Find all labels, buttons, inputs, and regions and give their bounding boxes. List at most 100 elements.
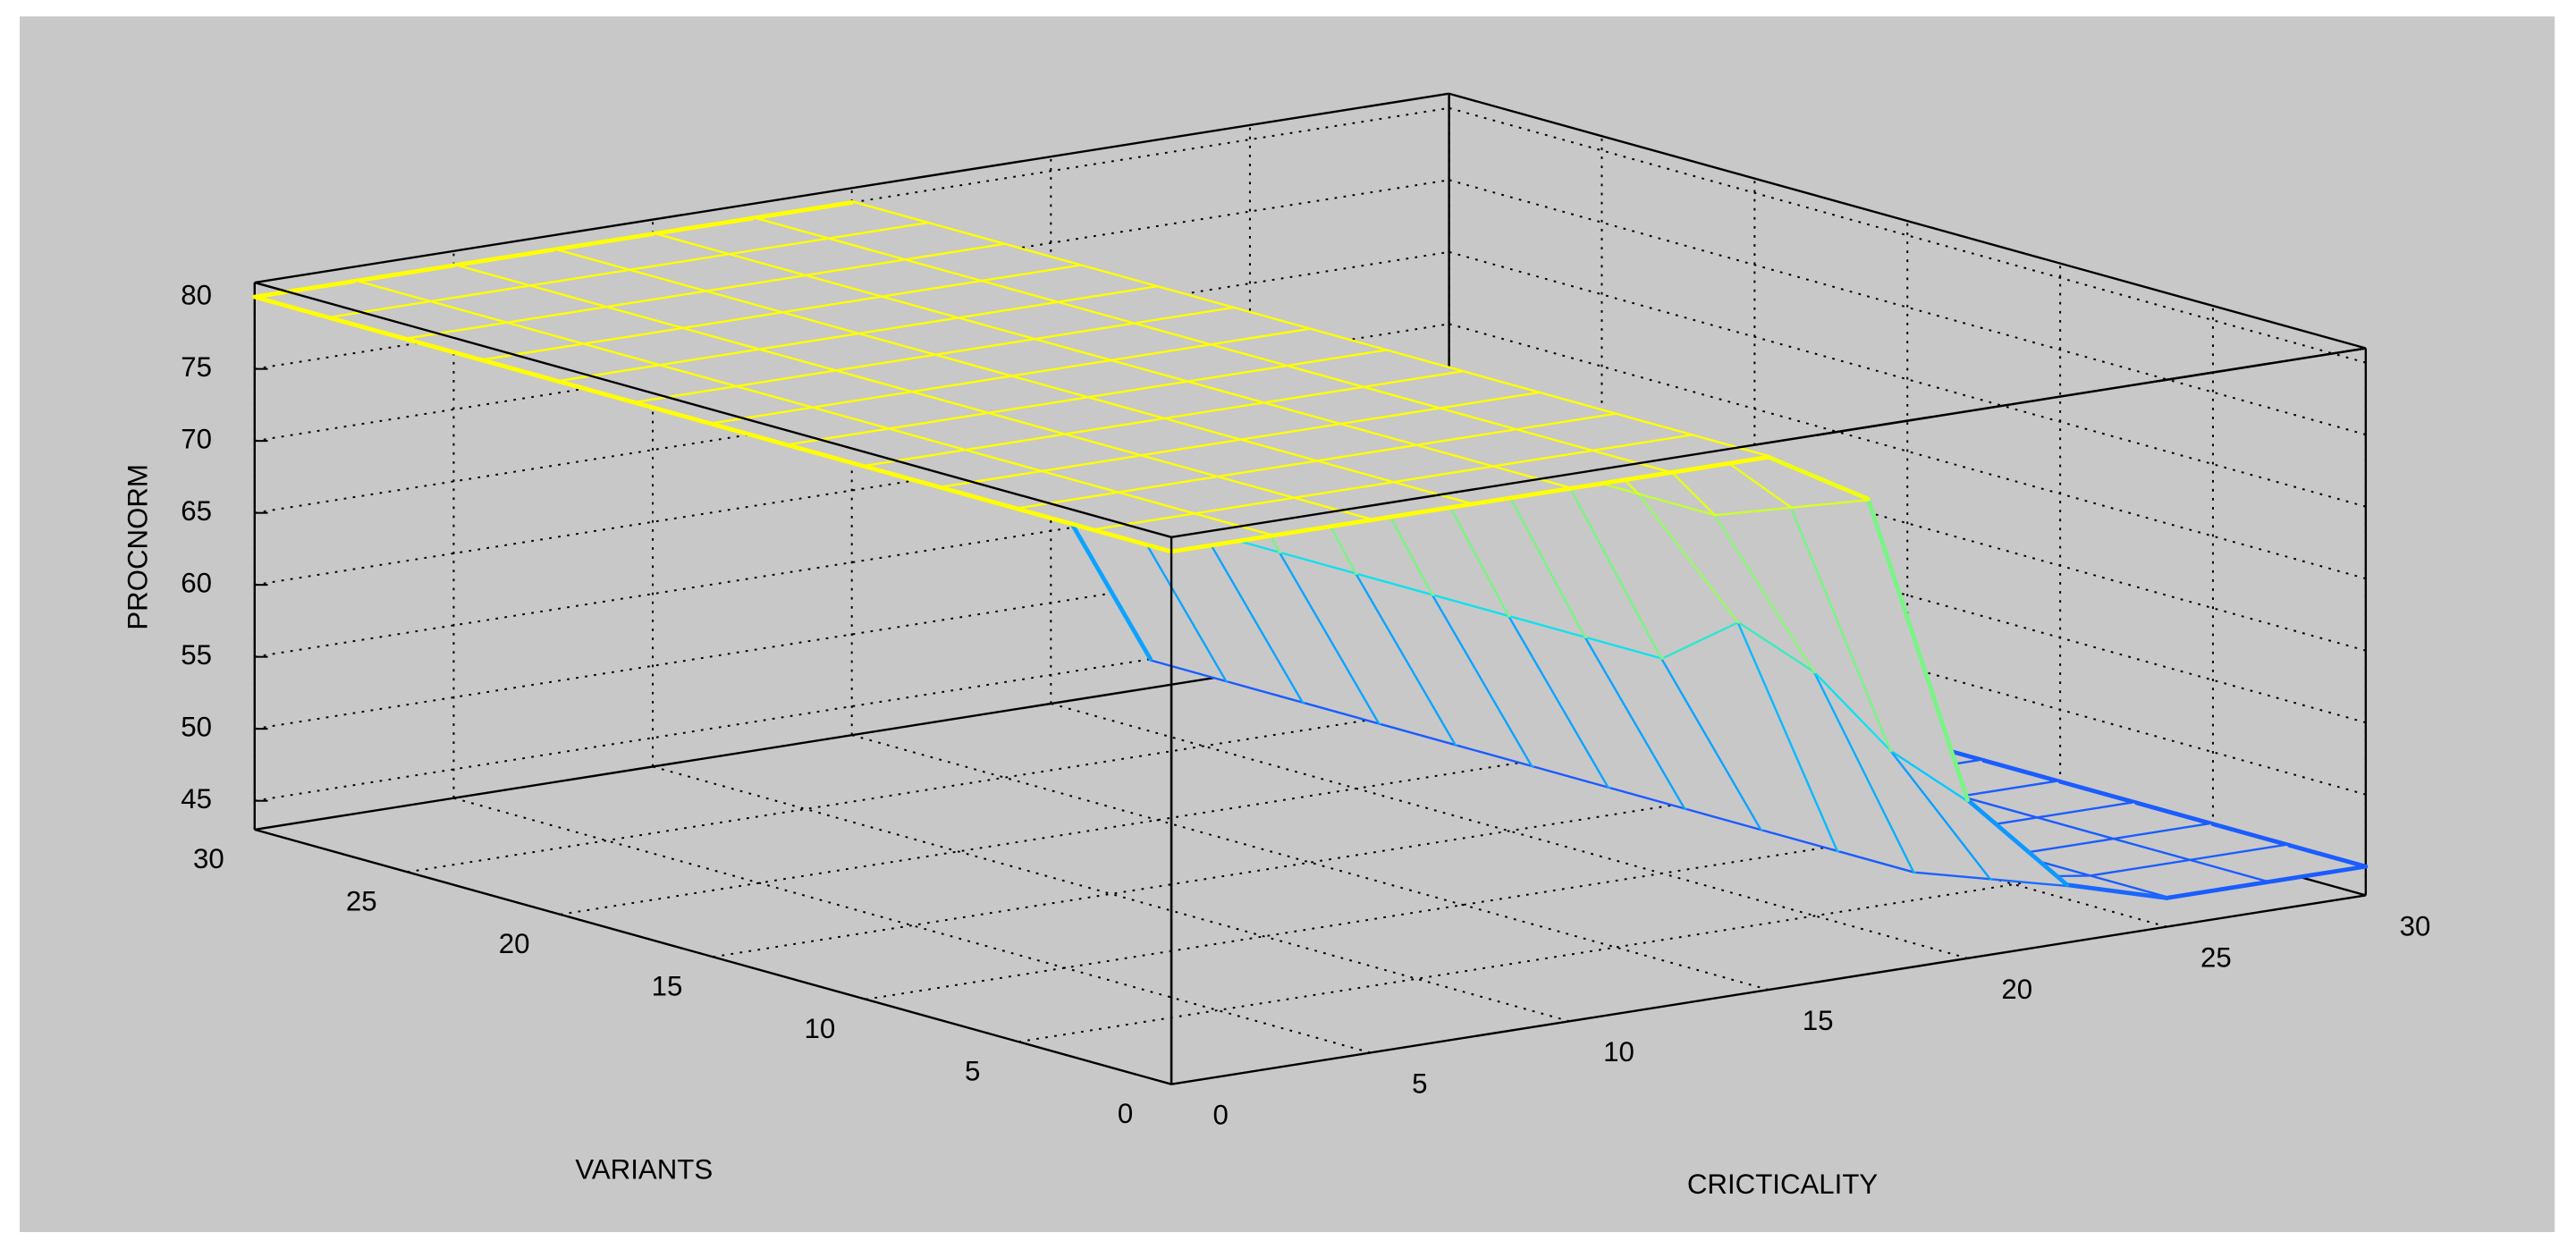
mesh-edge [857,332,938,359]
mesh-edge [680,311,785,332]
mesh-face [1791,499,1968,800]
mesh-edge [558,379,639,406]
mesh-edge [650,215,755,237]
axis-box-edge [1170,347,2367,539]
mesh-edge [1537,391,1618,418]
mesh-edge [1368,502,1473,523]
mesh-face [1562,471,1739,658]
mesh-face [1204,529,1380,723]
mesh-edge [452,247,556,268]
mesh-edge [2264,864,2369,885]
mesh-edge [1415,443,1496,470]
axis-box-edge [254,281,1172,538]
z-tick-label: 45 [181,783,212,814]
mesh-edge [1093,527,1174,554]
mesh-edge [252,294,334,321]
axis-box-edge [254,828,1172,1085]
mesh-edge [1285,349,1389,369]
y-tick-label: 25 [346,886,377,917]
mesh-edge [1660,619,1741,660]
mesh-edge [1391,480,1473,507]
mesh-edge [826,237,908,263]
y-tick-label: 20 [499,928,530,959]
mesh-edge [1285,364,1366,391]
mesh-edge [940,485,1021,511]
mesh-edge [1215,475,1296,502]
axis-box-edge [1448,92,2367,350]
mesh-edge [1812,669,1917,873]
mesh-edge [1590,434,1694,454]
mesh-face [1715,506,1892,750]
mesh-edge [733,369,839,390]
mesh-face [1508,614,1685,808]
x-tick-label: 0 [1213,1100,1229,1131]
x-tick-label: 10 [1603,1036,1634,1068]
mesh-face [1432,594,1609,787]
mesh-edge [1016,507,1098,533]
mesh-edge [2065,882,2169,900]
mesh-edge [1032,322,1136,342]
mesh-edge [1766,454,1871,502]
mesh-edge [1055,300,1136,327]
z-tick-label: 75 [181,351,212,383]
y-tick-label: 15 [652,970,683,1001]
x-axis-label: CRICTICALITY [1687,1169,1879,1200]
x-tick-label: 15 [1803,1005,1834,1036]
y-tick-label: 30 [193,843,224,874]
mesh-edge [1965,798,2070,888]
z-tick-label: 70 [181,423,212,454]
z-tick-label: 50 [181,711,212,742]
mesh-edge [1161,401,1266,422]
mesh-edge [1307,327,1389,354]
mesh-edge [1016,491,1120,511]
mesh-edge [2134,800,2216,827]
mesh-face [1661,620,1838,850]
y-tick-label: 10 [804,1013,835,1044]
mesh-edge [803,274,884,300]
mesh-face [1738,620,1915,872]
mesh-edge [787,443,868,469]
mesh-face [1486,450,1662,658]
z-tick-label: 80 [181,279,212,310]
mesh-edge [1667,454,1771,476]
mesh-edge [756,348,839,374]
mesh-edge [481,342,586,363]
x-tick-label: 20 [2001,974,2032,1005]
mesh-face [1356,572,1533,765]
mesh-edge [1055,285,1160,306]
mesh-edge [1467,486,1572,507]
y-tick-label: 0 [1118,1098,1133,1129]
mesh-face [1638,493,1815,671]
x-tick-label: 30 [2400,910,2431,941]
mesh-face [1585,636,1762,830]
mesh-edge [986,396,1091,417]
x-tick-label: 25 [2200,942,2232,974]
mesh-edge [2287,843,2369,869]
mesh-edge [2210,822,2292,848]
mesh-edge [1981,758,2063,784]
axis-box-edge [254,92,1449,284]
mesh-edge [551,232,655,252]
mesh-edge [749,200,855,221]
mesh-edge [1865,496,1970,803]
mesh-edge [863,464,945,491]
mesh-edge [504,321,586,348]
axis-box-edge [1170,894,2367,1085]
z-tick-label: 60 [181,567,212,598]
mesh-edge [1039,454,1144,475]
x-tick-label: 5 [1412,1068,1427,1099]
z-tick-label: 65 [181,495,212,527]
mesh-edge [1192,496,1296,517]
mesh-edge [351,263,456,283]
mesh-edge [1268,518,1373,538]
z-tick-label: 55 [181,639,212,671]
mesh-edge [803,258,908,279]
mesh-face [1891,749,2067,885]
mesh-edge [711,422,792,448]
y-tick-label: 5 [965,1055,980,1086]
z-axis-label: PROCNORM [122,464,153,630]
mesh-edge [925,221,1007,248]
mesh-face [1814,671,1991,879]
mesh-edge [405,337,486,363]
